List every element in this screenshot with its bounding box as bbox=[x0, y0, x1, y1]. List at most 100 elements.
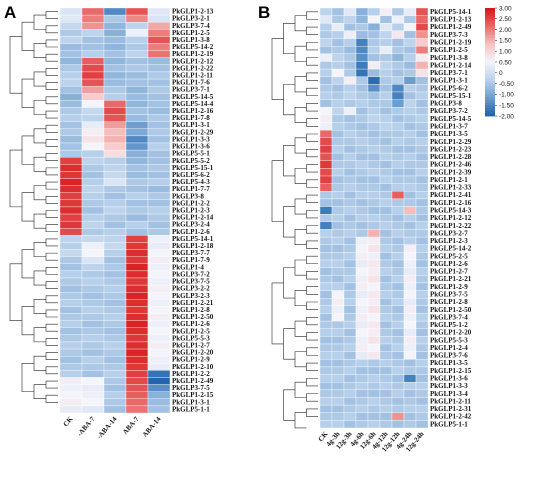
heatmap-cell bbox=[403, 76, 417, 85]
legend-tick-label: -1.00 bbox=[499, 92, 514, 99]
legend-swatch bbox=[485, 97, 495, 101]
heatmap-cell bbox=[355, 152, 369, 161]
legend-swatch bbox=[485, 13, 495, 17]
row-label: PkGLP3-8 bbox=[172, 192, 204, 200]
heatmap-cell bbox=[367, 320, 381, 329]
legend-swatch bbox=[485, 37, 495, 41]
heatmap-cell bbox=[343, 343, 357, 352]
heatmap-cell bbox=[319, 366, 333, 375]
heatmap-cell bbox=[403, 99, 417, 108]
heatmap-cell bbox=[367, 397, 381, 406]
heatmap-cell bbox=[367, 145, 381, 154]
heatmap-cell bbox=[343, 84, 357, 93]
heatmap-cell bbox=[415, 99, 429, 108]
heatmap-cell bbox=[319, 46, 333, 54]
heatmap-cell bbox=[415, 183, 429, 192]
heatmap-cell bbox=[415, 38, 429, 47]
heatmap-cell bbox=[343, 76, 357, 85]
heatmap-cell bbox=[319, 68, 333, 77]
heatmap-cell bbox=[415, 336, 429, 345]
heatmap-cell bbox=[319, 267, 333, 276]
heatmap-cell bbox=[415, 23, 429, 32]
heatmap-cell bbox=[147, 107, 171, 115]
heatmap-cell bbox=[391, 320, 405, 329]
heatmap-cell bbox=[59, 284, 83, 293]
row-label: PkGLP1-2-7 bbox=[172, 341, 210, 349]
legend-swatch bbox=[485, 64, 495, 68]
heatmap-cell bbox=[81, 377, 105, 385]
heatmap-cell bbox=[81, 213, 105, 222]
heatmap-cell bbox=[147, 313, 171, 321]
heatmap-cell bbox=[355, 38, 369, 47]
heatmap-cell bbox=[355, 191, 369, 200]
heatmap-cell bbox=[319, 206, 333, 215]
heatmap-cell bbox=[415, 275, 429, 284]
heatmap-cell bbox=[147, 22, 171, 30]
heatmap-cell bbox=[331, 336, 345, 345]
heatmap-cell bbox=[391, 99, 405, 108]
heatmap-cell bbox=[147, 263, 171, 272]
heatmap-cell bbox=[355, 351, 369, 360]
heatmap-cell bbox=[147, 135, 171, 144]
row-label: PkGLP5-14-4 bbox=[172, 100, 214, 108]
heatmap-cell bbox=[59, 29, 83, 37]
heatmap-cell bbox=[391, 38, 405, 47]
heatmap-cell bbox=[319, 91, 333, 100]
heatmap-cell bbox=[103, 128, 127, 137]
heatmap-cell bbox=[403, 137, 417, 146]
heatmap-cell bbox=[125, 43, 149, 51]
heatmap-cell bbox=[147, 306, 171, 314]
heatmap-cell bbox=[319, 160, 333, 169]
heatmap-cell bbox=[367, 328, 381, 337]
row-label: PkGLP1-2-14 bbox=[430, 61, 472, 69]
heatmap-cell bbox=[59, 213, 83, 222]
heatmap-cell bbox=[81, 64, 105, 73]
heatmap-cell bbox=[343, 275, 357, 284]
heatmap-cell bbox=[103, 36, 127, 44]
heatmap-cell bbox=[103, 327, 127, 336]
heatmap-cell bbox=[59, 228, 83, 236]
heatmap-cell bbox=[125, 135, 149, 144]
legend-swatch bbox=[485, 10, 495, 14]
heatmap-cell bbox=[59, 36, 83, 44]
heatmap-cell bbox=[147, 235, 171, 243]
heatmap-cell bbox=[103, 249, 127, 257]
heatmap-cell bbox=[59, 185, 83, 193]
heatmap-cell bbox=[331, 290, 345, 299]
heatmap-cell bbox=[59, 78, 83, 87]
legend-tick-label: -0.50 bbox=[499, 81, 514, 88]
row-label: PkGLP1-2-10 bbox=[172, 363, 214, 371]
heatmap-cell bbox=[379, 130, 393, 138]
heatmap-cell bbox=[319, 397, 333, 406]
heatmap-cell bbox=[81, 327, 105, 336]
heatmap-cell bbox=[403, 351, 417, 360]
row-label: PkGLP1-2-12 bbox=[172, 57, 214, 65]
row-label: PkGLP5-5-3 bbox=[430, 336, 468, 344]
heatmap-cell bbox=[103, 100, 127, 108]
heatmap-cell bbox=[379, 259, 393, 268]
row-label: PkGLP1-2-4 bbox=[430, 344, 468, 352]
heatmap-cell bbox=[125, 306, 149, 314]
heatmap-cell bbox=[59, 50, 83, 58]
heatmap-cell bbox=[391, 236, 405, 245]
heatmap-cell bbox=[319, 290, 333, 299]
heatmap-cell bbox=[367, 366, 381, 375]
row-label: PkGLP1-2-41 bbox=[430, 191, 472, 199]
row-label: PkGLP1-2-7 bbox=[430, 268, 468, 276]
row-label: PkGLP5-15-1 bbox=[172, 164, 214, 172]
heatmap-cell bbox=[379, 152, 393, 161]
heatmap-cell bbox=[379, 30, 393, 39]
heatmap-cell bbox=[125, 320, 149, 328]
heatmap-cell bbox=[103, 292, 127, 300]
row-label: PkGLP1-2-29 bbox=[430, 138, 472, 146]
heatmap-cell bbox=[81, 71, 105, 80]
heatmap-cell bbox=[343, 244, 357, 253]
heatmap-cell bbox=[331, 53, 345, 62]
heatmap-cell bbox=[81, 277, 105, 286]
row-label: PkGLP5-5-1 bbox=[172, 150, 210, 158]
heatmap-cell bbox=[379, 107, 393, 116]
heatmap-cell bbox=[379, 343, 393, 352]
heatmap-cell bbox=[367, 206, 381, 215]
heatmap-cell bbox=[415, 420, 429, 429]
row-label: PkGLP1-2-5 bbox=[172, 29, 210, 37]
